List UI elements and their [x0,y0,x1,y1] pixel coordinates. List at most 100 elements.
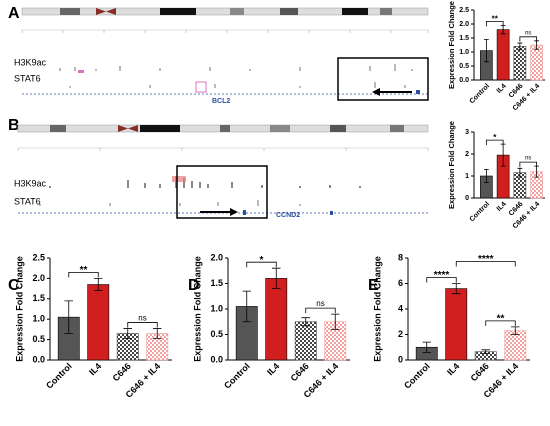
highlight-box [176,165,268,219]
x-tick-label: IL4 [265,361,281,377]
y-tick-label: 8 [398,252,403,262]
error-bar [123,328,132,339]
x-tick-label: C646 [289,361,311,383]
error-bar [272,267,281,289]
error-bar [301,317,310,327]
significance-bracket [305,307,336,314]
y-tick-label: 1.0 [210,303,223,313]
panel-label: E [368,277,379,294]
track-label: H3K9ac [14,57,47,67]
y-tick-label: 0.0 [210,354,223,364]
stat6-signal [39,200,301,206]
gene-label: BCL2 [212,98,230,105]
error-bar [511,326,520,335]
error-bar [94,278,103,292]
significance-bracket [519,161,538,168]
significance-label: ns [525,30,531,36]
bar [445,288,468,361]
signal-highlight [78,70,84,73]
significance-label: **** [478,254,494,265]
exon [330,211,333,215]
significance-bracket [455,261,516,267]
band [330,125,346,132]
x-tick-label: C646 [469,361,491,383]
significance-label: * [260,255,264,266]
x-tick-label: Control [44,361,74,391]
significance-bracket [485,320,516,326]
x-tick-label: Control [222,361,252,391]
y-tick-label: 2 [398,329,403,339]
panel-label: C [8,277,20,294]
x-tick-label: Control [469,83,492,106]
significance-bracket [485,139,504,146]
x-tick-label: IL4 [496,83,508,95]
significance-bracket [426,277,457,283]
y-tick-label: 6 [398,278,403,288]
y-tick-label: 0.5 [459,63,469,70]
signal-highlight [172,176,186,182]
x-tick-label: IL4 [445,361,461,377]
bar [265,278,288,361]
error-bar [422,341,431,353]
error-bar [483,39,489,63]
bar [513,46,527,81]
significance-label: ** [492,15,499,24]
y-tick-label: 0.0 [32,354,45,364]
y-axis-label: Expression Fold Change [447,1,456,89]
significance-label: * [493,133,497,142]
ruler-ticks [21,30,429,33]
significance-bracket [246,261,277,268]
band [390,125,404,132]
stat6-signal [69,82,406,88]
significance-bracket [127,322,158,328]
bar-chart: 0.0 0.5 1.0 1.5 2.0 Expression Fold Change Con… [192,252,350,400]
gene-label: CCND2 [276,212,300,219]
significance-label: ** [80,265,88,276]
significance-label: ns [525,156,531,162]
y-axis-label: Expression Fold Change [447,121,456,209]
arrow-head [230,208,238,216]
band [342,8,368,15]
track-label: H3K9ac [14,178,47,188]
y-tick-label: 1.5 [459,35,469,42]
error-bar [481,349,490,355]
h3k9ac-signal [59,64,413,71]
bar-chart: 0.0 0.5 1.0 1.5 2.0 2.5 Expression Fold Change… [14,252,172,400]
bar [294,321,317,361]
x-tick-label: C646 [111,361,133,383]
y-tick-label: 2.5 [459,7,469,14]
track-label: STAT6 [14,196,41,206]
highlight-box [337,57,429,101]
centromere [118,125,138,132]
y-tick-label: 0.0 [459,77,469,84]
band [230,8,244,15]
error-bar [331,313,340,330]
y-tick-label: 4 [398,303,403,313]
bar [530,44,543,81]
y-tick-label: 3 [465,129,469,136]
x-tick-label: IL4 [87,361,103,377]
band [160,8,196,15]
y-tick-label: 0 [398,354,403,364]
y-axis-label: Expression Fold Change [372,256,382,362]
error-bar [452,283,461,295]
y-tick-label: 1.5 [210,278,223,288]
significance-label: ns [316,299,324,308]
panel-label: A [8,5,20,22]
y-tick-label: 2.0 [459,21,469,28]
band [380,8,392,15]
y-tick-label: 1.5 [32,293,45,303]
bar [496,29,510,81]
arrow-head [372,88,380,96]
error-bar [517,167,523,178]
y-axis-label: Expression Fold Change [192,256,202,362]
significance-label: ns [138,314,146,323]
exon [416,90,420,94]
error-bar [517,42,523,51]
y-tick-label: 2.0 [210,252,223,262]
panel-label: B [8,117,20,134]
bar [87,284,110,361]
error-bar [153,328,162,339]
